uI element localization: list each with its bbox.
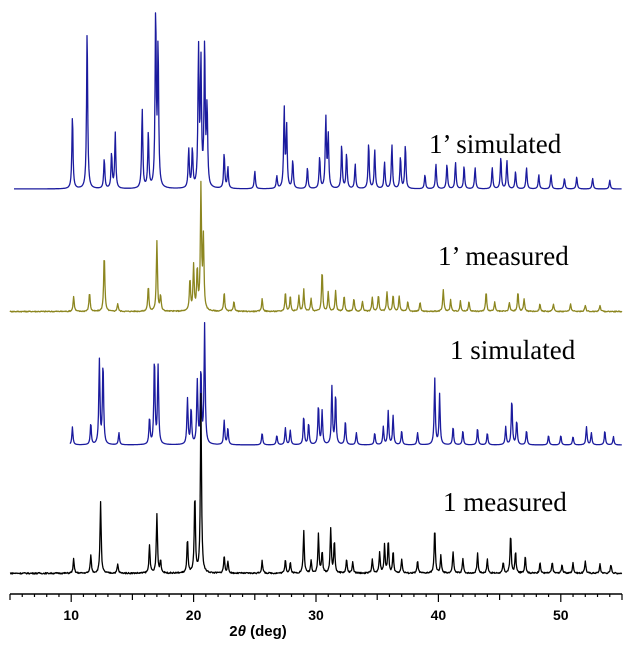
trace-1-measured <box>9 180 623 313</box>
series-label: 1 measured <box>443 487 567 517</box>
trace-1-simulated <box>13 12 622 190</box>
x-axis-tick-labels: 10 20 30 40 50 <box>63 607 568 623</box>
x-tick-label: 20 <box>186 607 202 623</box>
series-labels: 1’ simulated 1’ measured 1 simulated 1 meas… <box>429 129 576 517</box>
x-axis-ticks <box>9 594 623 602</box>
x-axis: 10 20 30 40 50 2θ (deg) <box>9 593 623 640</box>
trace-1-measured <box>9 392 623 575</box>
x-axis-title: 2θ (deg) <box>229 623 287 640</box>
series-label: 1’ simulated <box>429 129 562 159</box>
x-tick-label: 50 <box>553 607 569 623</box>
series-label: 1 simulated <box>450 335 576 365</box>
series-label: 1’ measured <box>438 241 569 271</box>
x-tick-label: 10 <box>63 607 79 623</box>
x-tick-label: 30 <box>308 607 324 623</box>
x-tick-label: 40 <box>431 607 447 623</box>
diffraction-traces <box>9 12 623 575</box>
trace-1-simulated <box>69 321 622 446</box>
